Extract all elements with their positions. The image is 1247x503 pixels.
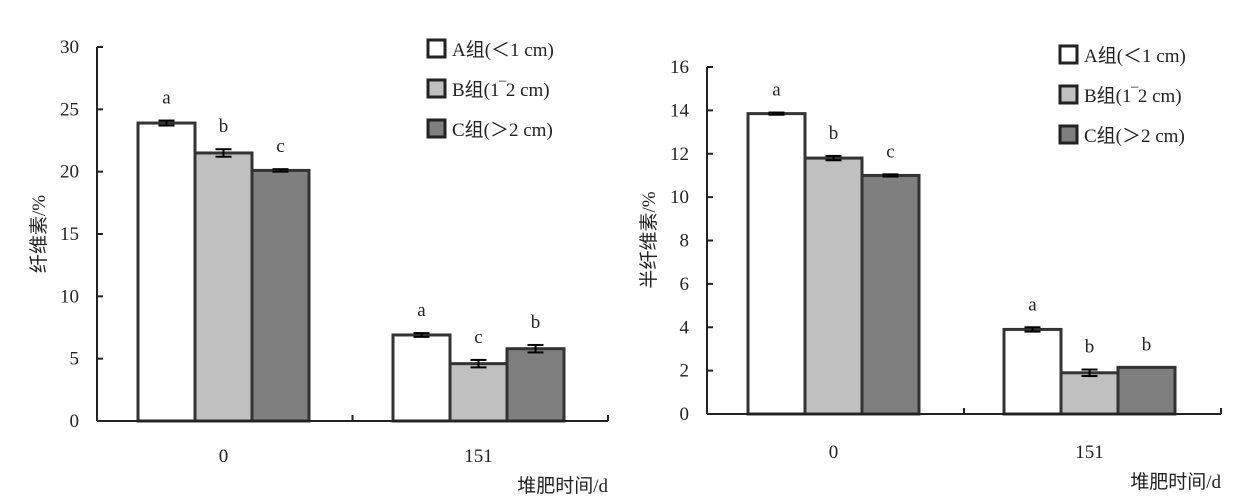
legend-label: B组(1‾2 cm) [1084, 85, 1182, 107]
bar-151-series-2 [448, 362, 509, 423]
legend-label: A组(＜1 cm) [452, 39, 554, 61]
significance-label: b [1142, 334, 1152, 355]
x-tick-label: 151 [1075, 442, 1104, 463]
x-tick-label: 0 [219, 446, 229, 467]
y-tick-label: 8 [680, 231, 690, 252]
y-tick-label: 5 [70, 349, 80, 370]
legend-swatch [1058, 124, 1079, 145]
y-tick-label: 10 [60, 286, 79, 307]
chart-1: a a b c c b 0 5 10 15 20 25 30 0 151 堆肥时间/d 纤维素/% A组(＜1 c… [28, 37, 609, 497]
y-axis-title: 半纤维素/% [638, 191, 660, 288]
y-tick-label: 14 [670, 100, 690, 121]
y-tick-label: 25 [60, 99, 79, 120]
x-tick-label: 151 [464, 446, 493, 467]
bar-0-series-2 [803, 156, 864, 416]
bar-0-series-1 [746, 112, 807, 416]
significance-label: a [162, 88, 171, 109]
y-tick-label: 12 [670, 144, 689, 165]
significance-label: a [1028, 294, 1037, 315]
significance-label: b [1085, 337, 1095, 358]
bar-0-series-3 [250, 168, 311, 423]
x-axis-title: 堆肥时间/d [517, 475, 608, 497]
legend: A组(＜1 cm) B组(1‾2 cm) C组(＞2 cm) [426, 38, 554, 141]
significance-label: b [829, 123, 839, 144]
bar-151-series-2 [1059, 371, 1120, 416]
bar-151-series-3 [1116, 365, 1177, 416]
y-tick-label: 16 [670, 57, 689, 78]
significance-label: c [474, 327, 482, 348]
bar-151-series-1 [391, 333, 452, 423]
legend-swatch [1058, 44, 1079, 65]
legend-label: B组(1‾2 cm) [452, 79, 550, 101]
bar-0-series-3 [860, 173, 921, 416]
legend-swatch [426, 78, 447, 99]
legend-swatch [1058, 84, 1079, 105]
y-axis-title: 纤维素/% [28, 195, 50, 273]
significance-label: a [417, 300, 426, 321]
legend-label: C组(＞2 cm) [1084, 125, 1185, 147]
bar-0-series-2 [193, 151, 254, 423]
legend: A组(＜1 cm) B组(1‾2 cm) C组(＞2 cm) [1058, 44, 1186, 147]
legend-label: A组(＜1 cm) [1084, 45, 1186, 67]
y-tick-label: 30 [60, 37, 79, 58]
y-tick-label: 10 [670, 187, 689, 208]
bar-151-series-3 [505, 347, 566, 423]
significance-label: a [772, 80, 781, 101]
bar-151-series-1 [1002, 327, 1063, 416]
y-tick-label: 0 [70, 411, 80, 432]
x-axis-title: 堆肥时间/d [1130, 471, 1221, 493]
y-tick-label: 20 [60, 162, 79, 183]
chart-2: a a b b c b 0 2 4 6 8 10 12 14 16 0 151 堆肥时间/d 半纤维素/% A组(＜1… [638, 44, 1222, 493]
y-tick-label: 6 [680, 274, 690, 295]
legend-label: C组(＞2 cm) [452, 119, 553, 141]
significance-label: b [531, 312, 541, 333]
significance-label: b [219, 116, 229, 137]
legend-swatch [426, 38, 447, 59]
bar-0-series-1 [136, 121, 197, 423]
y-tick-label: 15 [60, 224, 79, 245]
y-tick-label: 0 [680, 404, 690, 425]
x-tick-label: 0 [829, 442, 839, 463]
significance-label: c [886, 141, 894, 162]
y-tick-label: 4 [680, 317, 690, 338]
significance-label: c [276, 136, 284, 157]
y-tick-label: 2 [680, 361, 690, 382]
legend-swatch [426, 118, 447, 139]
